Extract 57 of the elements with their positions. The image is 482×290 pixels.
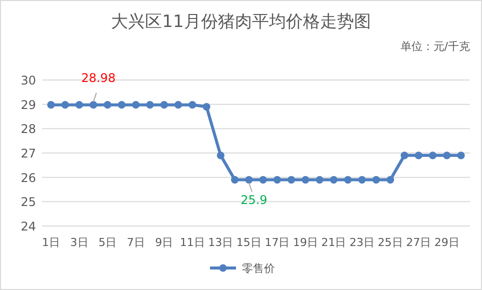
point xyxy=(443,152,451,160)
x-tick-label: 3日 xyxy=(70,236,88,249)
data-label: 25.9 xyxy=(240,192,268,207)
x-tick-label: 15日 xyxy=(236,236,262,249)
point xyxy=(288,176,296,184)
chart-subtitle: 单位：元/千克 xyxy=(400,40,470,53)
point xyxy=(358,176,366,184)
point xyxy=(316,176,324,184)
point xyxy=(160,101,168,109)
point xyxy=(146,101,154,109)
point xyxy=(132,101,140,109)
x-tick-label: 21日 xyxy=(321,236,346,249)
data-label: 28.98 xyxy=(81,70,116,85)
point xyxy=(259,176,267,184)
point xyxy=(386,176,394,184)
point xyxy=(344,176,352,184)
point xyxy=(230,176,239,184)
point xyxy=(216,152,224,160)
point xyxy=(174,101,182,109)
y-tick-label: 30 xyxy=(20,74,36,88)
y-tick-label: 29 xyxy=(20,98,36,112)
point xyxy=(188,101,196,109)
x-tick-label: 7日 xyxy=(126,236,145,249)
x-tick-label: 5日 xyxy=(98,236,117,249)
point xyxy=(90,101,98,109)
x-tick-label: 27日 xyxy=(406,236,432,249)
point xyxy=(428,152,437,160)
point xyxy=(104,101,112,109)
point xyxy=(330,176,338,184)
point xyxy=(118,101,126,109)
y-tick-label: 28 xyxy=(20,122,36,136)
point xyxy=(372,176,380,184)
point xyxy=(302,176,310,184)
point xyxy=(202,102,210,111)
x-tick-label: 1日 xyxy=(42,236,60,249)
legend-label: 零售价 xyxy=(242,262,275,275)
point xyxy=(61,101,69,109)
point xyxy=(414,152,422,160)
x-tick-label: 11日 xyxy=(180,236,205,249)
point xyxy=(400,152,408,160)
x-tick-label: 13日 xyxy=(208,236,234,249)
x-tick-label: 23日 xyxy=(350,236,375,249)
x-tick-label: 25日 xyxy=(378,236,403,249)
point xyxy=(75,101,84,109)
y-tick-label: 27 xyxy=(20,146,36,160)
point xyxy=(273,176,282,184)
y-tick-label: 24 xyxy=(20,220,36,234)
point xyxy=(245,176,253,184)
x-tick-label: 19日 xyxy=(292,236,318,249)
x-tick-label: 29日 xyxy=(434,236,460,249)
x-tick-label: 17日 xyxy=(264,236,290,249)
point xyxy=(47,101,55,109)
chart-title: 大兴区11月份猪肉平均价格走势图 xyxy=(111,12,371,32)
y-tick-label: 26 xyxy=(20,170,36,185)
point xyxy=(457,152,465,160)
y-tick-label: 25 xyxy=(20,195,36,210)
x-tick-label: 9日 xyxy=(155,236,174,249)
